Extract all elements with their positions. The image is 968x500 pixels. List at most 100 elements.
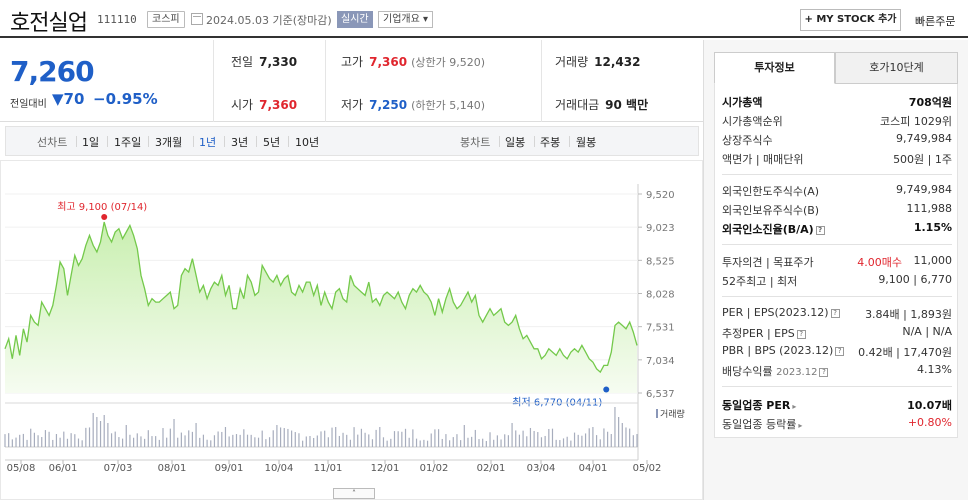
low-value: 7,250 [369,98,408,112]
industry-per-label-wrap[interactable]: 동일업종 PER ▸ [722,397,796,413]
opinion-label: 투자의견 | 목표주가 [722,256,814,269]
tab-orderbook[interactable]: 호가10단계 [835,52,958,84]
industry-per-row: 동일업종 PER ▸ 10.07배 [722,397,952,414]
period-1w[interactable]: 1주일 [114,136,142,149]
volume-bar [232,434,234,447]
help-icon[interactable]: ? [835,347,845,356]
volume-bar [456,434,458,447]
period-1y[interactable]: 1년 [199,136,217,149]
volume-bar [493,439,495,447]
divider [534,136,535,147]
volume-bar [272,430,274,447]
volume-bar [342,432,344,447]
industry-per-label[interactable]: 동일업종 PER [722,399,791,412]
period-3m[interactable]: 3개월 [155,136,183,149]
foreign-ratio-value: 1.15% [913,221,952,234]
open-label: 시가 [231,98,254,112]
chevron-right-icon: ▸ [792,402,797,411]
volume-bar [474,429,476,447]
price-chart-svg[interactable]: 9,520 9,023 8,525 8,028 7,531 7,034 6,537 최고 9,… [0,160,703,500]
volume-bar [441,438,443,447]
help-icon[interactable]: ? [819,368,829,377]
volume-bar [85,427,87,447]
volume-bar [327,437,329,447]
volume-bar [533,430,535,447]
week52-label: 52주최고 | 최저 [722,275,798,288]
industry-change-row: 동일업종 등락률 ▸ +0.80% [722,416,952,433]
est-per-label-wrap: 추정PER | EPS? [722,325,806,341]
price-chart[interactable]: 9,520 9,023 8,525 8,028 7,531 7,034 6,537 최고 9,… [0,160,703,500]
volume-bar [581,435,583,447]
open-price: 시가 7,360 [231,96,297,113]
candle-daily[interactable]: 일봉 [505,136,526,149]
volume-bar [206,439,208,447]
volume-bar [276,425,278,447]
period-10y[interactable]: 10년 [295,136,320,149]
current-price: 7,260 [10,55,95,88]
week52-row: 52주최고 | 최저 9,100 | 6,770 [722,273,952,290]
volume-bar [537,432,539,447]
volume-bar [437,429,440,447]
price-summary: 7,260 전일대비 ▼70 −0.95% 전일 7,330 고가 7,360 (상한… [0,40,703,122]
volume-legend: 거래량 [660,408,685,420]
upper-limit: (상한가 9,520) [411,56,485,69]
chart-collapse-button[interactable]: ˄ [333,488,375,499]
volume-bar [313,437,315,447]
quick-order-link[interactable]: 빠른주문 [915,15,956,28]
volume-bar [302,440,304,447]
divider [256,136,257,147]
market-cap-rank-label: 시가총액순위 [722,115,783,128]
volume-bar [279,427,282,447]
volume-bar [636,434,638,447]
period-5y[interactable]: 5년 [263,136,281,149]
foreign-limit-row: 외국인한도주식수(A) 9,749,984 [722,183,952,200]
volume-bar [250,434,252,447]
listed-shares-row: 상장주식수 9,749,984 [722,132,952,149]
add-mystock-button[interactable]: + MY STOCK 추가 [800,9,901,31]
dividend-period: 2023.12 [776,367,818,378]
help-icon[interactable]: ? [815,226,825,235]
tab-investment-info[interactable]: 투자정보 [714,52,835,84]
period-1d[interactable]: 1일 [82,136,100,149]
volume-bar [125,425,127,447]
industry-change-label-wrap[interactable]: 동일업종 등락률 ▸ [722,416,802,432]
listed-shares-value: 9,749,984 [896,132,952,145]
volume-legend-swatch [656,409,658,418]
volume-bar [305,436,307,447]
price-area [5,222,637,393]
volume-bar [629,428,631,447]
help-icon[interactable]: ? [796,330,806,339]
volume-bar [195,423,197,447]
x-tick-label: 11/01 [314,463,343,474]
volume-bar [408,437,410,447]
period-3y[interactable]: 3년 [231,136,249,149]
investment-info-box: 시가총액 708억원 시가총액순위 코스피 1029위 상장주식수 9,749,… [714,84,958,438]
volume-bar [522,430,524,447]
candle-weekly[interactable]: 주봉 [540,136,561,149]
volume-bar [191,431,193,447]
volume-bar [379,427,381,447]
volume-bar [349,439,351,447]
volume-bar [423,439,425,447]
help-icon[interactable]: ? [830,309,840,318]
market-cap-rank-value: 코스피 1029위 [880,115,952,128]
per-row: PER | EPS(2023.12)? 3.84배 | 1,893원 [722,306,952,323]
candle-monthly[interactable]: 월봉 [576,136,597,149]
pbr-row: PBR | BPS (2023.12)? 0.42배 | 17,470원 [722,344,952,361]
divider [76,136,77,147]
y-tick-label: 9,023 [646,223,675,234]
volume-bar [147,430,149,447]
lower-limit: (하한가 5,140) [411,99,485,112]
industry-change-label[interactable]: 동일업종 등락률 [722,418,797,431]
volume-bar [540,437,543,447]
realtime-button[interactable]: 실시간 [337,11,373,28]
volume-bar [566,436,568,447]
volume-bar [52,439,54,447]
volume-bar [26,439,28,447]
x-tick-label: 09/01 [215,463,244,474]
chevron-right-icon: ▸ [798,421,803,430]
company-overview-dropdown[interactable]: 기업개요 ▾ [378,11,433,28]
par-value-value: 500원 | 1주 [893,153,952,166]
volume-bar [63,431,65,447]
volume-bar [434,429,436,447]
